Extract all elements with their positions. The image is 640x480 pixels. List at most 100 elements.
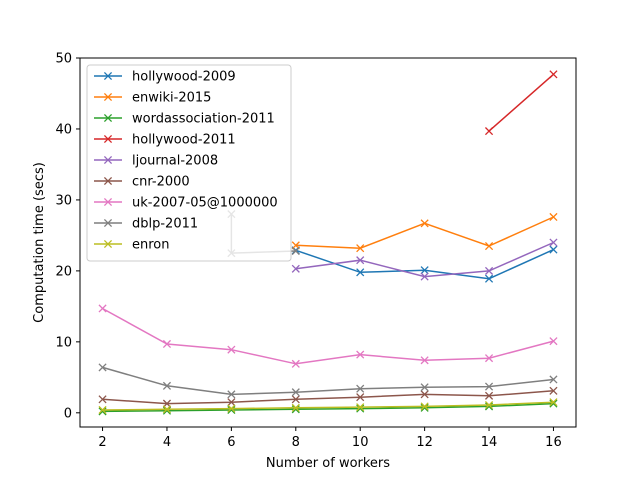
x-tick-label-6: 14 — [481, 435, 498, 450]
legend: hollywood-2009 enwiki-2015 wordassociation… — [86, 64, 292, 262]
x-tick-label-2: 6 — [227, 435, 235, 450]
legend-marker-7-stroke-b — [103, 218, 113, 228]
series-8-point-2-stroke-b — [227, 404, 236, 413]
series-6-point-0 — [98, 304, 107, 313]
series-7-extra-point-2-stroke-b — [291, 246, 300, 256]
series-2-point-6-stroke-b — [484, 402, 494, 411]
series-8-point-1 — [162, 405, 172, 414]
series-8-point-6-stroke-b — [484, 400, 494, 410]
x-tick-label-7: 16 — [545, 435, 562, 450]
series-8-point-5-stroke-b — [420, 402, 429, 411]
series-1-point-2-stroke-b — [420, 219, 429, 228]
series-5-point-0-stroke-b — [98, 395, 107, 404]
series-8-point-0-stroke-b — [98, 405, 107, 415]
series-8-point-5 — [420, 402, 429, 411]
series-5 — [98, 386, 558, 408]
series-2 — [98, 399, 558, 416]
series-3-point-1 — [549, 70, 558, 79]
series-5-point-4-stroke-b — [356, 393, 365, 402]
series-7-point-6-stroke-b — [484, 382, 494, 391]
series-3 — [484, 70, 558, 136]
series-8-point-6 — [484, 400, 494, 410]
series-6-point-6 — [484, 354, 494, 363]
series-5-line — [102, 390, 554, 405]
legend-label-7: dblp-2011 — [132, 217, 198, 232]
series-8-point-4-stroke-b — [356, 403, 365, 412]
series-7-point-2 — [227, 390, 236, 399]
series-5-point-2-stroke-b — [227, 398, 236, 407]
legend-item-2: wordassociation-2011 — [94, 112, 275, 127]
series-3-point-0-stroke-b — [484, 127, 494, 136]
series-8-line — [102, 401, 554, 411]
legend-marker-5-stroke-b — [103, 176, 113, 186]
legend-marker-6 — [103, 197, 113, 207]
series-5-point-5-stroke-b — [420, 390, 429, 399]
legend-label-3: hollywood-2011 — [132, 133, 236, 148]
series-5-point-4 — [356, 393, 365, 402]
legend-label-0: hollywood-2009 — [132, 70, 236, 85]
series-5-point-7-stroke-b — [549, 386, 558, 395]
series-6-point-1-stroke-b — [162, 339, 172, 349]
y-tick-label-1: 10 — [55, 335, 72, 350]
series-2-point-5-stroke-b — [420, 403, 429, 412]
series-6-point-5 — [420, 356, 429, 365]
series-2-point-1-stroke-b — [162, 406, 172, 415]
series-0-point-4 — [549, 245, 558, 254]
legend-marker-3-stroke-b — [103, 134, 113, 144]
series-8-point-3-stroke-b — [291, 403, 300, 412]
series-7-point-7 — [549, 375, 558, 384]
series-8-point-3 — [291, 403, 300, 412]
series-1-point-2 — [420, 219, 429, 228]
x-tick-label-1: 4 — [163, 435, 171, 450]
series-4-point-0 — [291, 264, 300, 273]
y-tick-label-3: 30 — [55, 193, 72, 208]
series-8-point-2 — [227, 404, 236, 413]
legend-item-3: hollywood-2011 — [94, 133, 236, 148]
series-1-point-3 — [484, 241, 494, 251]
legend-item-1: enwiki-2015 — [94, 91, 211, 106]
x-tick-label-3: 8 — [292, 435, 300, 450]
series-7-point-3-stroke-b — [291, 388, 300, 397]
legend-label-8: enron — [132, 238, 170, 253]
series-7-point-5 — [420, 383, 429, 392]
series-0-point-1-stroke-b — [356, 268, 365, 277]
series-2-point-0 — [98, 407, 107, 416]
series-6-point-0-stroke-b — [98, 304, 107, 313]
series-5-point-6 — [484, 391, 494, 400]
data-layer — [98, 70, 558, 416]
legend-marker-5 — [103, 176, 113, 186]
series-3-point-1-stroke-b — [549, 70, 558, 79]
series-1 — [291, 212, 558, 253]
series-3-point-0 — [484, 127, 494, 136]
series-1-point-4-stroke-b — [549, 212, 558, 222]
series-5-point-3-stroke-b — [291, 395, 300, 404]
series-6-point-5-stroke-b — [420, 356, 429, 365]
series-4-point-0-stroke-b — [291, 264, 300, 273]
legend-item-7: dblp-2011 — [94, 217, 198, 232]
series-8-point-4 — [356, 403, 365, 412]
series-2-point-2-stroke-b — [227, 405, 236, 415]
series-0-point-4-stroke-b — [549, 245, 558, 254]
x-tick-label-4: 10 — [352, 435, 369, 450]
legend-label-2: wordassociation-2011 — [132, 112, 275, 127]
series-2-point-7 — [549, 399, 558, 408]
series-5-point-6-stroke-b — [484, 391, 494, 400]
series-6-point-6-stroke-b — [484, 354, 494, 363]
series-6 — [98, 304, 558, 368]
legend-marker-8-stroke-b — [103, 239, 113, 249]
series-5-point-0 — [98, 395, 107, 404]
series-7-point-0-stroke-b — [98, 363, 107, 372]
series-2-point-3 — [291, 405, 300, 414]
series-7-point-1 — [162, 381, 172, 390]
legend-marker-0 — [103, 71, 113, 81]
series-1-point-1 — [356, 244, 365, 253]
series-2-point-6 — [484, 402, 494, 411]
series-1-point-4 — [549, 212, 558, 222]
series-6-line — [102, 307, 554, 365]
legend-item-8: enron — [94, 238, 170, 253]
series-0-point-2-stroke-b — [420, 266, 429, 275]
legend-label-4: ljournal-2008 — [132, 154, 218, 169]
series-4-point-1-stroke-b — [356, 256, 365, 265]
legend-item-6: uk-2007-05@1000000 — [94, 196, 278, 211]
y-axis-title: Computation time (secs) — [32, 162, 47, 323]
